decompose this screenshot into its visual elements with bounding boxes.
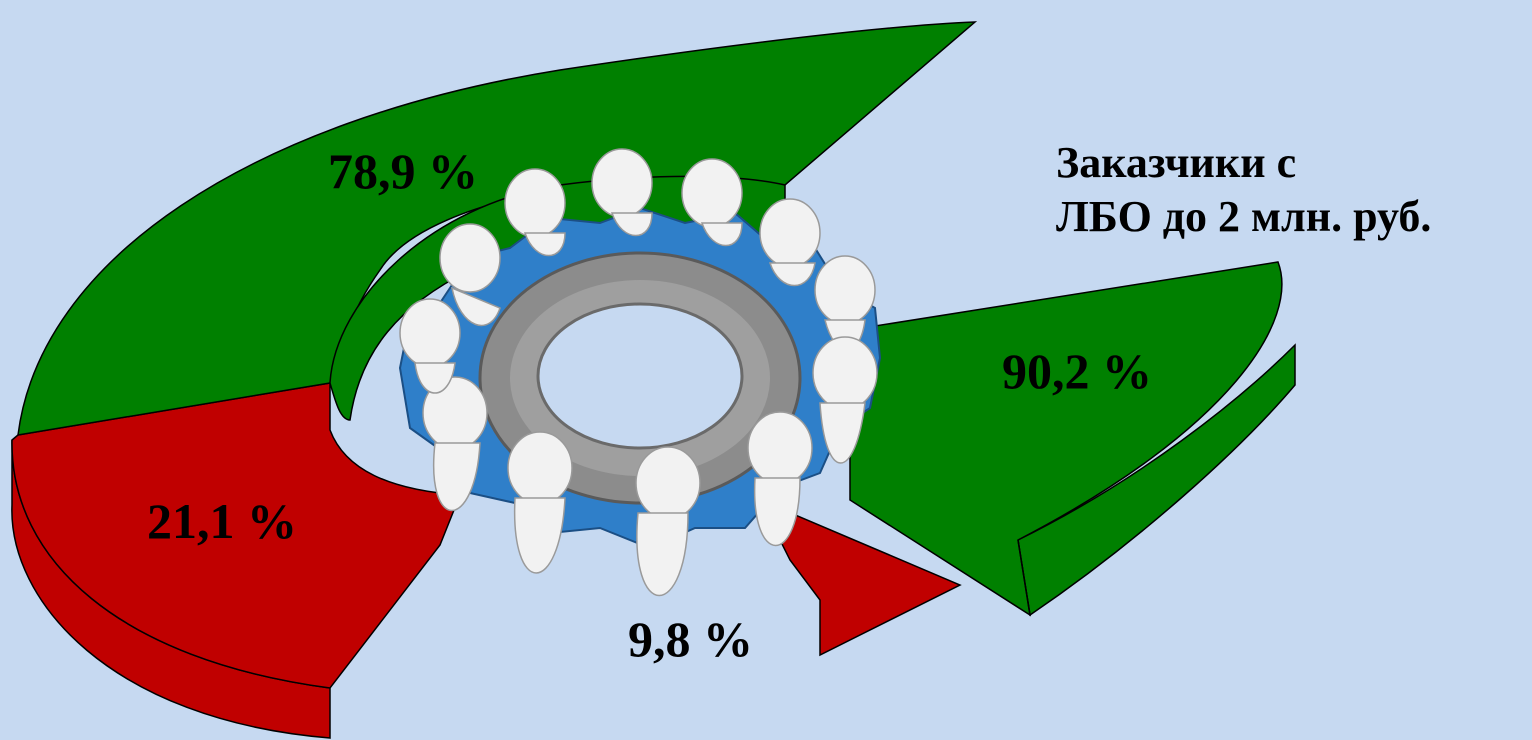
- figure: [635, 446, 701, 596]
- figure: [507, 431, 573, 574]
- gear-hole: [536, 302, 744, 450]
- figure: [759, 198, 821, 287]
- big-donut-red-label: 21,1 %: [147, 493, 297, 549]
- figure: [747, 411, 813, 547]
- small-donut-title: Заказчики с ЛБО до 2 млн. руб.: [1056, 136, 1526, 244]
- small-donut: [758, 261, 1296, 657]
- title-line-2: ЛБО до 2 млн. руб.: [1056, 192, 1432, 241]
- big-donut-green-label: 78,9 %: [328, 143, 478, 199]
- big-donut-green-slice: [17, 21, 978, 436]
- small-donut-red-slice: [758, 498, 962, 657]
- big-donut-red-slice: [11, 382, 462, 689]
- figures: [399, 148, 878, 596]
- small-donut-edge: [1017, 539, 1031, 616]
- figure: [812, 336, 878, 464]
- people-turning-gear-icon: [398, 148, 882, 596]
- big-donut: [11, 21, 978, 739]
- figure: [681, 158, 743, 247]
- figure: [422, 376, 488, 512]
- figure: [591, 148, 653, 237]
- small-donut-green-slice-side: [1017, 343, 1296, 617]
- figure: [439, 223, 501, 327]
- small-donut-green-slice: [849, 261, 1283, 617]
- figure: [399, 298, 461, 394]
- figure: [504, 168, 566, 257]
- small-donut-green-label: 90,2 %: [1002, 343, 1152, 399]
- small-donut-red-label: 9,8 %: [628, 611, 753, 667]
- title-line-1: Заказчики с: [1056, 138, 1297, 187]
